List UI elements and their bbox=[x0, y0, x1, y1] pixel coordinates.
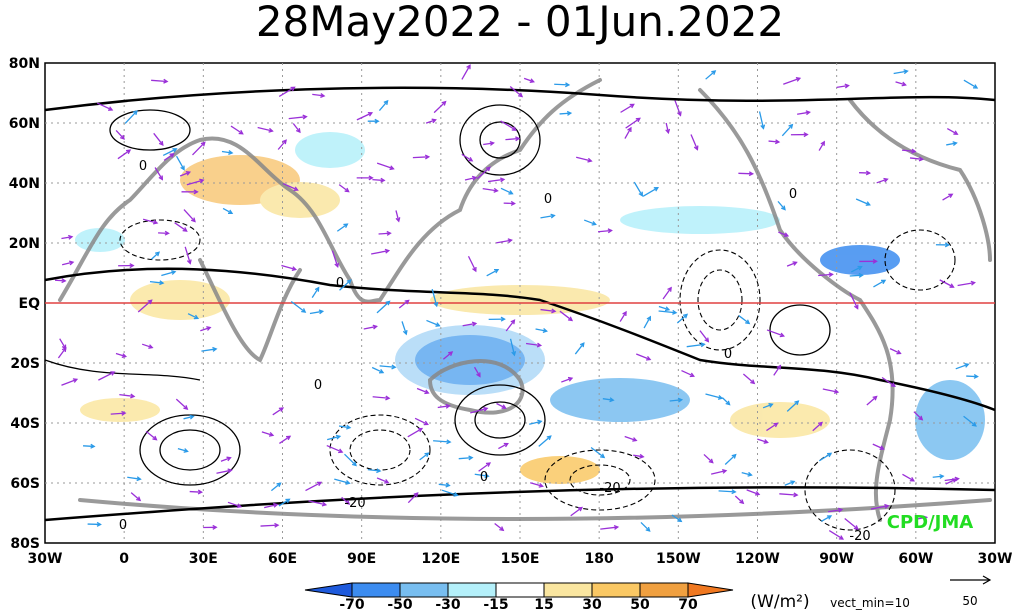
wind-arrow bbox=[554, 84, 569, 85]
colorbar-label: -50 bbox=[387, 597, 413, 612]
colorbar-units: (W/m²) bbox=[750, 592, 809, 612]
contour-label: 0 bbox=[544, 192, 552, 207]
lon-label: 120E bbox=[421, 551, 460, 567]
lat-label: 60N bbox=[9, 116, 40, 132]
colorbar-label: 15 bbox=[534, 597, 553, 612]
lon-label: 60W bbox=[898, 551, 933, 567]
lat-label: 20N bbox=[9, 236, 40, 252]
lon-label: 30E bbox=[189, 551, 218, 567]
colorbar-segment bbox=[400, 583, 448, 597]
title: 28May2022 - 01Jun.2022 bbox=[256, 0, 784, 46]
contour-label: 0 bbox=[314, 378, 322, 393]
colorbar-segment bbox=[352, 583, 400, 597]
colorbar-end bbox=[688, 583, 733, 597]
lat-label: 20S bbox=[10, 356, 40, 372]
lon-label: 150W bbox=[656, 551, 701, 567]
contour-label: -20 bbox=[599, 481, 620, 496]
lat-label: EQ bbox=[19, 296, 41, 312]
contour-label: -20 bbox=[849, 529, 870, 544]
contour-label: 0 bbox=[480, 470, 488, 485]
colorbar-segment bbox=[496, 583, 544, 597]
lon-label: 180 bbox=[585, 551, 614, 567]
contour-label: 0 bbox=[724, 347, 732, 362]
colorbar: -70 -50 -30 -15 15 30 50 70 bbox=[305, 583, 733, 612]
lon-label: 60E bbox=[268, 551, 297, 567]
wind-arrow bbox=[261, 525, 279, 526]
contour-label: -20 bbox=[344, 496, 365, 511]
colorbar-label: 70 bbox=[678, 597, 698, 612]
vector-note: vect_min=10 bbox=[830, 596, 910, 610]
contour-label: 0 bbox=[119, 518, 127, 533]
reference-vector: 50 bbox=[962, 594, 977, 608]
colorbar-label: 30 bbox=[582, 597, 602, 612]
colorbar-label: -30 bbox=[435, 597, 461, 612]
colorbar-label: -70 bbox=[339, 597, 365, 612]
colorbar-label: -15 bbox=[483, 597, 508, 612]
lat-label: 80N bbox=[9, 56, 40, 72]
colorbar-segment bbox=[640, 583, 688, 597]
lon-label: 150E bbox=[501, 551, 540, 567]
contour-label: 0 bbox=[336, 276, 344, 291]
credit: CPD/JMA bbox=[887, 512, 974, 533]
colorbar-label: 50 bbox=[630, 597, 650, 612]
wind-arrow bbox=[413, 157, 429, 158]
lon-label: 0 bbox=[119, 551, 129, 567]
lat-label: 80S bbox=[10, 536, 40, 552]
lat-label: 40S bbox=[10, 416, 40, 432]
lon-label: 30W bbox=[978, 551, 1013, 567]
colorbar-segment bbox=[544, 583, 592, 597]
colorbar-end bbox=[305, 583, 352, 597]
lat-label: 40N bbox=[9, 176, 40, 192]
lon-label: 30W bbox=[28, 551, 63, 567]
colorbar-segment bbox=[448, 583, 496, 597]
lon-label: 90E bbox=[347, 551, 376, 567]
colorbar-segment bbox=[592, 583, 640, 597]
lon-label: 90W bbox=[819, 551, 854, 567]
lon-label: 120W bbox=[735, 551, 780, 567]
contour-label: 0 bbox=[139, 159, 147, 174]
contour-label: 0 bbox=[789, 187, 797, 202]
lat-label: 60S bbox=[10, 476, 40, 492]
